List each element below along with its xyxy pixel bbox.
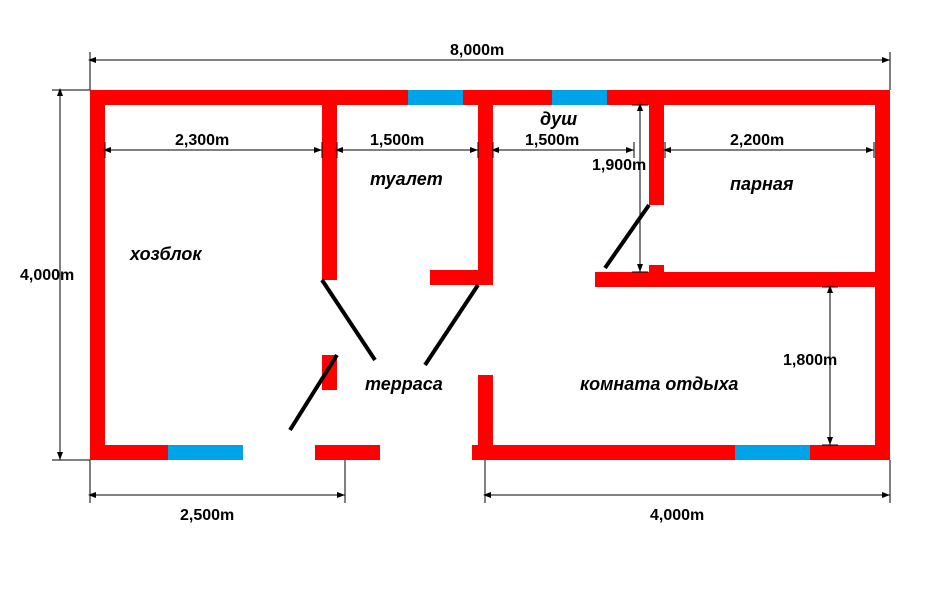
door-d2 [425,285,478,365]
opening-ob1 [243,445,315,460]
floor-plan: 8,000m 4,000m 2,300m 1,500m 1,500m 2,200m 1,90… [0,0,944,601]
inner-wall-v1 [322,90,337,280]
dim-label-hozblok_2300: 2,300m [175,132,229,149]
room-label-terrasa: терраса [365,374,443,394]
dim-label-dush_1500: 1,500m [525,132,579,149]
room-label-dush: душ [540,109,577,129]
room-label-tualet: туалет [370,169,443,189]
dim-label-bot_2500: 2,500m [180,507,234,524]
window-w_top2 [552,90,607,105]
room-label-hozblok: хозблок [129,244,202,264]
inner-wall-v2b [478,375,493,460]
dim-label-parnaya_2200: 2,200m [730,132,784,149]
window-w_bot1 [168,445,243,460]
inner-wall-h2s [649,265,664,287]
dim-label-top_8000: 8,000m [450,42,504,59]
door-d1 [322,280,375,360]
dim-label-otdyh_1800: 1,800m [783,352,837,369]
inner-wall-v3 [649,90,664,205]
inner-wall-v2 [478,90,493,285]
door-d4 [605,205,649,268]
dim-label-left_4000: 4,000m [20,267,74,284]
room-label-parnaya: парная [730,174,794,194]
outer-wall-left [90,90,105,460]
window-w_top1 [408,90,463,105]
door-d3 [290,355,337,430]
inner-wall-h1 [430,270,493,285]
dim-label-bot_4000: 4,000m [650,507,704,524]
dim-label-dush_1900: 1,900m [592,157,646,174]
room-label-otdyh: комната отдыха [580,374,738,394]
opening-ob2 [380,445,472,460]
dim-label-tualet_1500: 1,500m [370,132,424,149]
window-w_bot2 [735,445,810,460]
inner-wall-h2 [595,272,890,287]
